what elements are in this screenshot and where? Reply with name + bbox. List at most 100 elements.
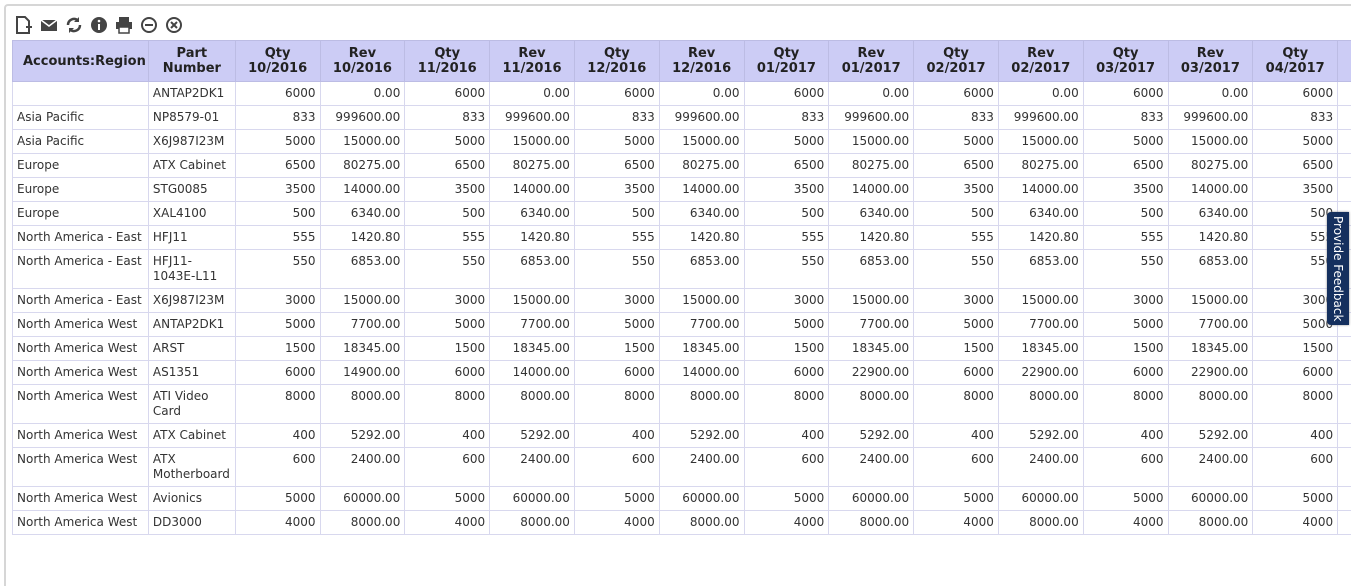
table-cell: 8000.00 xyxy=(998,511,1083,535)
table-cell: 8000 xyxy=(405,385,490,424)
table-cell: 5000 xyxy=(744,130,829,154)
table-cell: North America West xyxy=(13,487,149,511)
info-icon[interactable] xyxy=(89,15,109,35)
table-cell: 8000 xyxy=(914,385,999,424)
table-cell: ATX Cabinet xyxy=(148,424,235,448)
table-cell: 6500 xyxy=(744,154,829,178)
table-cell: 8000 xyxy=(574,385,659,424)
table-cell: 4000 xyxy=(235,511,320,535)
table-cell: 8000 xyxy=(744,385,829,424)
feedback-tab[interactable]: Provide Feedback xyxy=(1327,212,1349,325)
table-cell: 6000 xyxy=(235,82,320,106)
table-cell: 15000.00 xyxy=(490,130,575,154)
table-cell: 14000.00 xyxy=(659,361,744,385)
table-cell: 6500 xyxy=(914,154,999,178)
table-cell: North America - East xyxy=(13,289,149,313)
table-cell: 4000 xyxy=(1083,511,1168,535)
table-cell: Asia Pacific xyxy=(13,130,149,154)
table-cell: 7700.00 xyxy=(490,313,575,337)
header-text: Rev xyxy=(1197,46,1224,61)
export-icon[interactable] xyxy=(14,15,34,35)
table-cell: 3000 xyxy=(744,289,829,313)
table-cell: 500 xyxy=(1083,202,1168,226)
header-text: Qty xyxy=(265,46,291,61)
header-text: 03/2017 xyxy=(1181,61,1240,76)
table-cell: 999600.00 xyxy=(490,106,575,130)
table-cell: 8000.00 xyxy=(659,511,744,535)
table-cell: 1500 xyxy=(1253,337,1338,361)
table-cell: 500 xyxy=(405,202,490,226)
table-cell: 6853.00 xyxy=(320,250,405,289)
table-cell: 6340.00 xyxy=(998,202,1083,226)
table-cell: XAL4100 xyxy=(148,202,235,226)
table-cell: 400 xyxy=(744,424,829,448)
table-cell: 14900.00 xyxy=(320,361,405,385)
table-cell: 6340.00 xyxy=(490,202,575,226)
table-cell: North America West xyxy=(13,511,149,535)
header-text: Rev xyxy=(349,46,376,61)
collapse-icon[interactable] xyxy=(139,15,159,35)
table-cell: 6000 xyxy=(1083,361,1168,385)
table-cell: 14000.00 xyxy=(1338,178,1351,202)
table-cell: 550 xyxy=(235,250,320,289)
table-cell: 6000 xyxy=(405,361,490,385)
table-cell: 2400.00 xyxy=(320,448,405,487)
table-cell: 5000 xyxy=(1083,313,1168,337)
table-cell: 1420.80 xyxy=(659,226,744,250)
table-cell: 15000.00 xyxy=(998,130,1083,154)
table-cell: 8000.00 xyxy=(829,385,914,424)
table-cell: 60000.00 xyxy=(1168,487,1253,511)
header-text: Accounts:Region xyxy=(23,54,146,69)
table-cell: 5292.00 xyxy=(320,424,405,448)
table-cell: 500 xyxy=(1253,202,1338,226)
header-text: 01/2017 xyxy=(757,61,816,76)
table-cell: 600 xyxy=(1253,448,1338,487)
table-cell: Europe xyxy=(13,178,149,202)
table-cell: 5000 xyxy=(405,487,490,511)
refresh-icon[interactable] xyxy=(64,15,84,35)
table-cell: 7700.00 xyxy=(998,313,1083,337)
table-cell: 550 xyxy=(914,250,999,289)
table-cell: North America West xyxy=(13,385,149,424)
email-icon[interactable] xyxy=(39,15,59,35)
table-cell: 550 xyxy=(1083,250,1168,289)
table-cell: 5000 xyxy=(1253,313,1338,337)
table-cell: 2400.00 xyxy=(1338,448,1351,487)
table-cell: 3000 xyxy=(574,289,659,313)
table-cell: 22900.00 xyxy=(1168,361,1253,385)
header-text: Rev xyxy=(1027,46,1054,61)
table-cell: 5000 xyxy=(235,313,320,337)
close-icon[interactable] xyxy=(164,15,184,35)
table-cell: 555 xyxy=(574,226,659,250)
header-text: 02/2017 xyxy=(1011,61,1070,76)
print-icon[interactable] xyxy=(114,15,134,35)
header-text: Qty xyxy=(1282,46,1308,61)
table-cell: 400 xyxy=(914,424,999,448)
table-cell: 80275.00 xyxy=(829,154,914,178)
table-cell: X6J987I23M xyxy=(148,130,235,154)
table-cell: North America West xyxy=(13,337,149,361)
table-cell: 60000.00 xyxy=(490,487,575,511)
table-cell: 3500 xyxy=(1253,178,1338,202)
table-cell: 7700.00 xyxy=(1168,313,1253,337)
table-cell: 400 xyxy=(1253,424,1338,448)
table-cell: 400 xyxy=(235,424,320,448)
table-cell: 999600.00 xyxy=(320,106,405,130)
table-cell: 14000.00 xyxy=(490,361,575,385)
table-cell: 5000 xyxy=(744,313,829,337)
table-cell: 6000 xyxy=(744,361,829,385)
table-cell: Avionics xyxy=(148,487,235,511)
